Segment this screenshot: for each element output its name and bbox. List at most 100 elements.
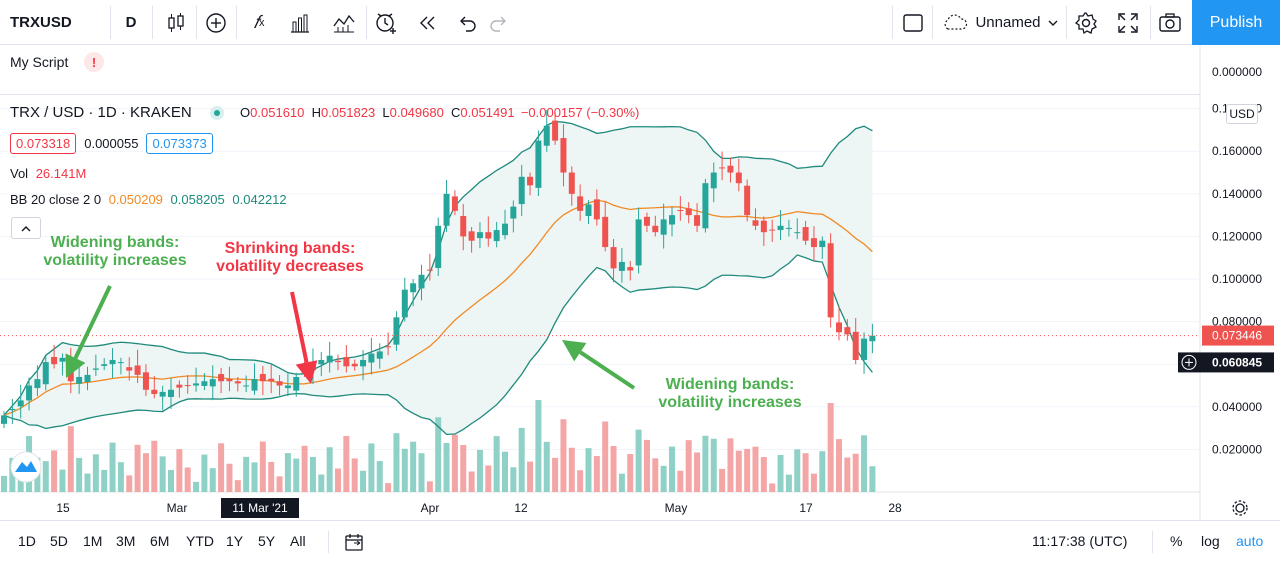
arrow-shrinking: [295, 360, 318, 384]
volume-bar: [618, 473, 625, 492]
volume-value: 26.141M: [35, 166, 87, 181]
arrow-widening-left: [73, 285, 112, 360]
range-5d-button[interactable]: 5D: [50, 533, 68, 549]
market-status-icon: [209, 106, 224, 121]
candle-body: [460, 215, 467, 237]
range-1y-button[interactable]: 1Y: [226, 533, 244, 549]
percent-scale-button[interactable]: %: [1170, 533, 1183, 549]
layout-name-button[interactable]: Unnamed: [936, 0, 1064, 45]
goto-date-button[interactable]: [344, 532, 364, 557]
price-change: −0.000157 (−0.30%): [520, 105, 640, 120]
range-all-button[interactable]: All: [290, 533, 306, 549]
volume-bar: [485, 465, 492, 492]
settings-button[interactable]: [1068, 0, 1104, 45]
bb-band-fill: [4, 121, 873, 435]
redo-icon: [490, 16, 506, 32]
toolbar-divider: [110, 6, 111, 39]
bollinger-legend[interactable]: BB 20 close 2 0 0.050209 0.058205 0.0422…: [10, 192, 287, 207]
candle-body: [293, 376, 300, 391]
layout-button[interactable]: [898, 0, 928, 45]
bid-ask-row: 0.073318 0.000055 0.073373: [10, 133, 213, 154]
volume-bar: [752, 446, 759, 492]
fullscreen-button[interactable]: [1110, 0, 1146, 45]
time-tick-label: 15: [56, 501, 70, 515]
candle-body: [527, 176, 534, 186]
volume-bar: [518, 427, 525, 492]
candle-body: [652, 225, 659, 233]
candle-body: [602, 216, 609, 248]
price-tick-label: 0.080000: [1212, 315, 1262, 329]
compare-button[interactable]: [198, 0, 234, 45]
candle-body: [660, 219, 667, 235]
range-1d-button[interactable]: 1D: [18, 533, 36, 549]
templates-button[interactable]: [326, 0, 362, 45]
candle-body: [694, 215, 701, 226]
volume-bar: [92, 454, 99, 492]
candle-body: [234, 381, 241, 384]
script-warning-icon[interactable]: !: [84, 52, 104, 72]
undo-button[interactable]: [450, 0, 484, 45]
symbol-title[interactable]: TRX / USD · 1D · KRAKEN: [10, 104, 192, 121]
range-5y-button[interactable]: 5Y: [258, 533, 276, 549]
candle-body: [593, 199, 600, 220]
sell-price-button[interactable]: 0.073318: [10, 133, 77, 154]
annotation-widening-left: Widening bands: volatility increases: [30, 234, 200, 270]
collapse-legend-button[interactable]: [11, 217, 41, 239]
symbol-search-button[interactable]: TRXUSD: [10, 14, 72, 31]
range-3m-button[interactable]: 3M: [116, 533, 136, 549]
volume-bar: [785, 474, 792, 492]
volume-bar: [259, 441, 266, 492]
publish-button[interactable]: Publish: [1192, 0, 1280, 45]
redo-button[interactable]: [482, 0, 516, 45]
volume-bar: [351, 458, 358, 492]
volume-bar: [376, 461, 383, 492]
bb-label: BB 20 close 2 0: [10, 192, 102, 207]
buy-price-button[interactable]: 0.073373: [146, 133, 213, 154]
candle-body: [109, 359, 116, 365]
snapshot-button[interactable]: [1152, 0, 1188, 45]
range-1m-button[interactable]: 1M: [83, 533, 103, 549]
candles-button[interactable]: [158, 0, 194, 45]
candle-body: [134, 365, 141, 375]
annotation-line: volatility decreases: [216, 258, 364, 275]
volume-bar: [802, 453, 809, 492]
ohlc-close: 0.051491: [460, 105, 515, 120]
range-ytd-button[interactable]: YTD: [186, 533, 214, 549]
script-name[interactable]: My Script: [10, 54, 69, 70]
toolbar-divider: [892, 6, 893, 39]
toolbar-divider: [932, 6, 933, 39]
alert-button[interactable]: [368, 0, 404, 45]
time-tick-label: Apr: [421, 501, 440, 515]
candle-body: [401, 289, 408, 318]
auto-scale-button[interactable]: auto: [1236, 533, 1264, 549]
currency-button[interactable]: USD: [1226, 104, 1258, 124]
volume-bar: [560, 419, 567, 492]
volume-bar: [460, 444, 467, 492]
indicators-button[interactable]: [282, 0, 318, 45]
undo-icon: [460, 16, 476, 32]
volume-legend[interactable]: Vol 26.141M: [10, 166, 86, 181]
volume-bar: [660, 465, 667, 492]
range-6m-button[interactable]: 6M: [150, 533, 170, 549]
candle-body: [410, 283, 417, 293]
replay-button[interactable]: [410, 0, 446, 45]
candle-body: [284, 385, 291, 389]
volume-bar: [627, 454, 634, 492]
script-axis-label: 0.000000: [1212, 65, 1262, 79]
log-scale-button[interactable]: log: [1201, 533, 1220, 549]
interval-button[interactable]: D: [125, 14, 137, 31]
candle-body: [451, 196, 458, 211]
candle-body: [669, 215, 675, 225]
utc-clock[interactable]: 11:17:38 (UTC): [1032, 533, 1128, 549]
candle-body: [126, 367, 133, 371]
candle-body: [393, 317, 400, 345]
volume-bar: [284, 453, 291, 492]
candle-body: [568, 172, 575, 194]
time-tick-label: Mar: [167, 501, 188, 515]
add-indicator-icon: [206, 12, 226, 33]
candle-body: [443, 193, 450, 226]
volume-bar: [326, 447, 333, 492]
candle-body: [59, 357, 66, 362]
